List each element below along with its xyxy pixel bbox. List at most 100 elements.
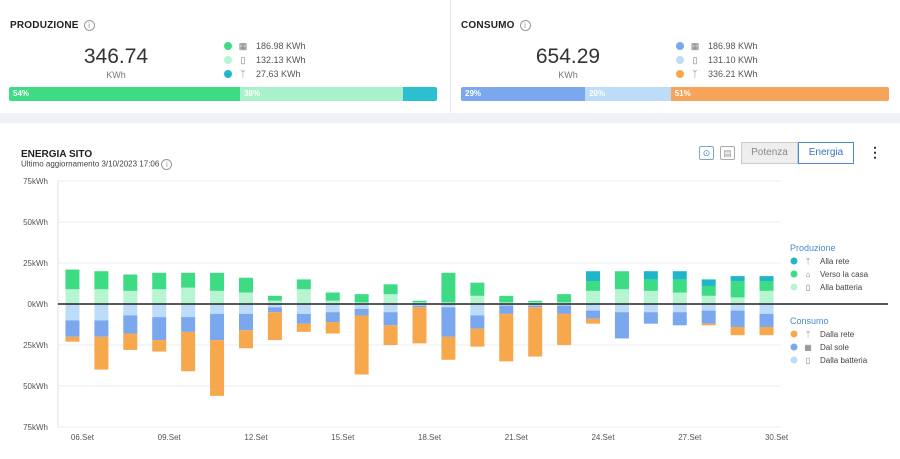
bar-segment — [643, 290, 658, 304]
bar-segment — [152, 289, 167, 304]
grid-icon: ▦ — [238, 41, 248, 51]
bar-segment — [412, 304, 427, 306]
consumption-legend-item: ▯ 131.10 KWh — [676, 54, 796, 66]
production-split-bar: 54% 38% — [9, 87, 437, 101]
production-legend-value: 186.98 KWh — [256, 41, 306, 51]
production-title: PRODUZIONE i — [10, 20, 95, 31]
bar-segment — [730, 310, 745, 327]
bar-segment — [94, 320, 109, 337]
consumption-panel: CONSUMO i 654.29 KWh ▦ 186.98 KWh ▯ 131.10 K… — [450, 0, 900, 113]
pylon-icon: ᛉ — [692, 69, 698, 79]
x-tick-label: 06.Set — [71, 433, 95, 442]
color-dot — [676, 56, 684, 64]
bar-segment — [65, 269, 80, 290]
toggle-potenza[interactable]: Potenza — [741, 142, 798, 164]
last-update-text: Ultimo aggiornamento 3/10/2023 17:06 — [21, 159, 160, 169]
bar-segment — [210, 290, 225, 304]
legend-color-dot — [790, 283, 798, 291]
bar-segment — [238, 292, 253, 304]
consumption-unit: KWh — [558, 70, 578, 80]
bar-segment — [383, 304, 398, 313]
legend-label: Alla batteria — [820, 283, 863, 292]
bar-segment — [499, 295, 514, 303]
bar-segment — [701, 279, 716, 286]
legend-label: Dalla batteria — [820, 356, 868, 365]
production-title-text: PRODUZIONE — [10, 20, 79, 32]
bar-segment — [152, 340, 167, 352]
info-icon[interactable]: i — [519, 20, 531, 31]
site-view-icon[interactable]: ⊙ — [699, 146, 714, 160]
info-icon[interactable]: i — [161, 159, 173, 170]
house-icon: ⌂ — [806, 270, 811, 279]
bar-segment — [470, 328, 485, 347]
bar-segment — [586, 310, 601, 319]
color-dot — [676, 42, 684, 50]
bar-segment — [643, 271, 658, 280]
more-menu-icon[interactable]: ⋮ — [868, 144, 882, 160]
pylon-icon: ᛉ — [806, 330, 811, 339]
legend-color-dot — [790, 330, 798, 338]
bar-segment — [94, 336, 109, 370]
bar-segment — [123, 315, 138, 334]
bar-segment — [672, 279, 687, 293]
legend-label: Dal sole — [820, 343, 849, 352]
color-dot — [676, 70, 684, 78]
bar-segment — [354, 315, 369, 375]
consumption-legend-title: Consumo — [790, 316, 829, 326]
energy-chart: 75kWh 50kWh 25kWh 0kWh 25kWh 50kWh 75kWh 06.Set… — [23, 177, 888, 442]
bar-segment — [296, 289, 311, 304]
battery-icon: ▯ — [806, 283, 810, 292]
bar-segment — [672, 292, 687, 304]
solar-icon: ▦ — [804, 343, 812, 352]
bar-segment — [383, 284, 398, 295]
bar-segment — [94, 304, 109, 321]
bar-segment — [528, 307, 543, 357]
x-tick-label: 24.Set — [591, 433, 615, 442]
consumption-total: 654.29 — [535, 45, 601, 68]
bar-segment — [325, 312, 340, 323]
x-tick-label: 12.Set — [244, 433, 268, 442]
bar-segment — [383, 294, 398, 304]
production-legend-item: ᛉ 27.63 KWh — [224, 68, 344, 80]
bar-segment — [499, 302, 514, 304]
bar-segment — [470, 295, 485, 304]
bar-segment — [730, 297, 745, 304]
bar-segment — [672, 304, 687, 313]
bar-segment — [412, 300, 427, 303]
bar-segment — [614, 304, 629, 313]
bar-segment — [181, 272, 196, 288]
legend-label: Dalla rete — [820, 330, 855, 339]
bar-segment — [759, 276, 774, 282]
bar-segment — [267, 300, 282, 304]
consumption-legend-item: ▦ 186.98 KWh — [676, 40, 796, 52]
legend-color-dot — [790, 270, 798, 278]
bar-segment — [730, 326, 745, 336]
production-bar-segment: 38% — [240, 87, 403, 101]
legend-color-dot — [790, 257, 798, 265]
bar-segment — [238, 313, 253, 331]
bar-segment — [470, 315, 485, 329]
bar-segment — [181, 287, 196, 304]
consumption-title: CONSUMO i — [461, 20, 531, 31]
bar-segment — [643, 279, 658, 291]
bar-segment — [528, 300, 543, 303]
bar-segment — [730, 281, 745, 298]
battery-icon: ▯ — [240, 55, 246, 65]
bar-segment — [643, 312, 658, 324]
bar-segment — [152, 304, 167, 318]
table-view-icon[interactable]: ▤ — [720, 146, 735, 160]
bar-segment — [210, 304, 225, 314]
bar-segment — [123, 274, 138, 291]
info-icon[interactable]: i — [83, 20, 95, 31]
bar-segment — [557, 294, 572, 303]
toggle-energia[interactable]: Energia — [798, 142, 854, 164]
bar-segment — [528, 305, 543, 308]
bar-segment — [441, 302, 456, 304]
bar-segment — [499, 305, 514, 314]
x-tick-label: 30.Set — [765, 433, 789, 442]
bar-segment — [759, 290, 774, 304]
consumption-bar-segment: 20% — [585, 87, 671, 101]
bar-segment — [210, 272, 225, 291]
y-tick-label: 75kWh — [23, 423, 48, 432]
bar-segment — [325, 304, 340, 313]
